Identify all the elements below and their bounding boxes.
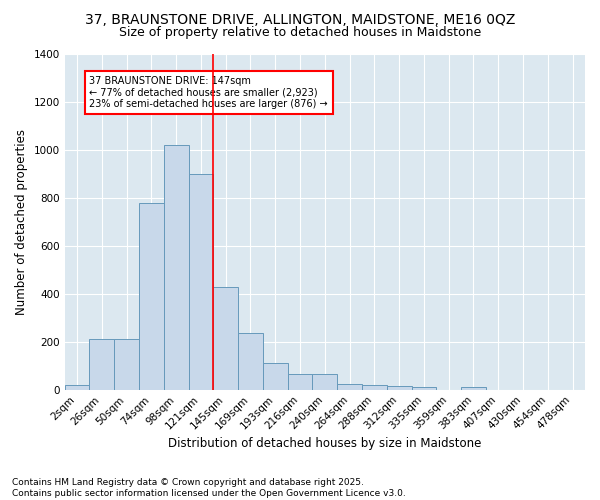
Text: Size of property relative to detached houses in Maidstone: Size of property relative to detached ho… [119,26,481,39]
Text: Contains HM Land Registry data © Crown copyright and database right 2025.
Contai: Contains HM Land Registry data © Crown c… [12,478,406,498]
X-axis label: Distribution of detached houses by size in Maidstone: Distribution of detached houses by size … [168,437,482,450]
Bar [214,286,238,390]
Bar [114,340,139,390]
Bar [238,334,263,390]
Bar [139,202,164,390]
Bar [412,388,436,390]
Bar [387,386,412,390]
Y-axis label: Number of detached properties: Number of detached properties [15,129,28,315]
Bar [89,340,114,390]
Bar [164,145,188,390]
Bar [362,385,387,390]
Text: 37 BRAUNSTONE DRIVE: 147sqm
← 77% of detached houses are smaller (2,923)
23% of : 37 BRAUNSTONE DRIVE: 147sqm ← 77% of det… [89,76,328,109]
Bar [461,388,486,390]
Text: 37, BRAUNSTONE DRIVE, ALLINGTON, MAIDSTONE, ME16 0QZ: 37, BRAUNSTONE DRIVE, ALLINGTON, MAIDSTO… [85,12,515,26]
Bar [313,374,337,390]
Bar [188,174,214,390]
Bar [287,374,313,390]
Bar [337,384,362,390]
Bar [65,385,89,390]
Bar [263,364,287,390]
